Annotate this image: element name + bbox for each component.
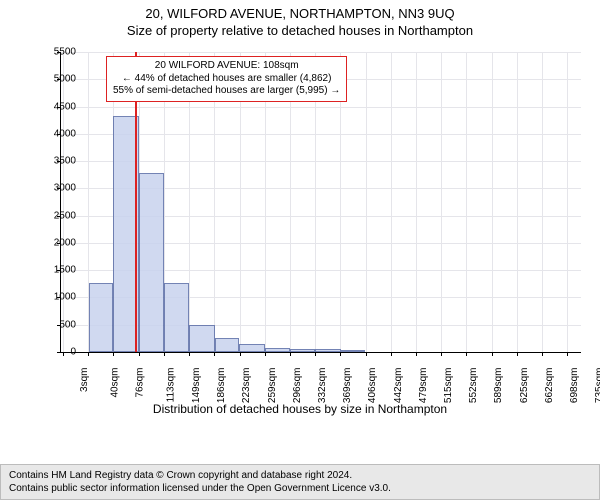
- xtick-label: 332sqm: [317, 368, 328, 404]
- gridline-v: [466, 52, 467, 352]
- gridline-v: [63, 52, 64, 352]
- xtick-mark: [265, 352, 266, 356]
- ytick-label: 1500: [44, 265, 76, 276]
- xtick-label: 186sqm: [216, 368, 227, 404]
- xtick-mark: [441, 352, 442, 356]
- footer-line-1: Contains HM Land Registry data © Crown c…: [9, 469, 591, 482]
- ytick-label: 5500: [44, 47, 76, 58]
- ytick-label: 3000: [44, 183, 76, 194]
- xtick-label: 735sqm: [594, 368, 600, 404]
- xtick-mark: [517, 352, 518, 356]
- footer-licence: Contains HM Land Registry data © Crown c…: [0, 464, 600, 500]
- xtick-mark: [164, 352, 165, 356]
- xtick-mark: [290, 352, 291, 356]
- annotation-box: 20 WILFORD AVENUE: 108sqm← 44% of detach…: [106, 56, 347, 102]
- xtick-label: 149sqm: [191, 368, 202, 404]
- histogram-bar: [265, 348, 290, 352]
- xtick-mark: [567, 352, 568, 356]
- histogram-bar: [215, 338, 240, 352]
- xtick-label: 589sqm: [493, 368, 504, 404]
- histogram-bar: [189, 325, 214, 352]
- histogram-bar: [89, 283, 114, 352]
- xtick-label: 369sqm: [342, 368, 353, 404]
- gridline-v: [416, 52, 417, 352]
- xtick-label: 479sqm: [418, 368, 429, 404]
- histogram-bar: [290, 349, 315, 352]
- xtick-label: 113sqm: [165, 368, 176, 403]
- ytick-label: 1000: [44, 292, 76, 303]
- xtick-label: 515sqm: [443, 368, 454, 404]
- page-subtitle: Size of property relative to detached ho…: [0, 21, 600, 42]
- chart-container: Number of detached properties 20 WILFORD…: [0, 42, 600, 422]
- xtick-mark: [189, 352, 190, 356]
- xtick-label: 40sqm: [110, 368, 121, 398]
- xtick-label: 406sqm: [367, 368, 378, 404]
- xtick-label: 625sqm: [519, 368, 530, 404]
- gridline-v: [441, 52, 442, 352]
- ytick-label: 3500: [44, 156, 76, 167]
- xtick-mark: [88, 352, 89, 356]
- xtick-label: 76sqm: [135, 368, 146, 398]
- xtick-mark: [240, 352, 241, 356]
- annotation-line: ← 44% of detached houses are smaller (4,…: [113, 73, 340, 86]
- gridline-v: [492, 52, 493, 352]
- plot-area: 20 WILFORD AVENUE: 108sqm← 44% of detach…: [60, 52, 581, 353]
- xtick-label: 3sqm: [79, 368, 90, 392]
- ytick-label: 4000: [44, 128, 76, 139]
- xtick-mark: [139, 352, 140, 356]
- gridline-v: [567, 52, 568, 352]
- xtick-label: 552sqm: [468, 368, 479, 404]
- xtick-mark: [113, 352, 114, 356]
- ytick-label: 500: [44, 319, 76, 330]
- xtick-mark: [340, 352, 341, 356]
- xtick-mark: [315, 352, 316, 356]
- gridline-v: [366, 52, 367, 352]
- xtick-mark: [391, 352, 392, 356]
- xtick-mark: [542, 352, 543, 356]
- xtick-label: 259sqm: [267, 368, 278, 404]
- xtick-mark: [214, 352, 215, 356]
- xtick-mark: [492, 352, 493, 356]
- xtick-mark: [366, 352, 367, 356]
- xtick-label: 442sqm: [393, 368, 404, 404]
- xtick-mark: [416, 352, 417, 356]
- annotation-line: 20 WILFORD AVENUE: 108sqm: [113, 60, 340, 73]
- footer-line-2: Contains public sector information licen…: [9, 482, 591, 495]
- xtick-label: 223sqm: [241, 368, 252, 404]
- page-title-address: 20, WILFORD AVENUE, NORTHAMPTON, NN3 9UQ: [0, 0, 600, 21]
- ytick-label: 2000: [44, 237, 76, 248]
- histogram-bar: [139, 173, 164, 352]
- annotation-line: 55% of semi-detached houses are larger (…: [113, 85, 340, 98]
- xtick-label: 662sqm: [544, 368, 555, 404]
- xtick-label: 698sqm: [569, 368, 580, 404]
- ytick-label: 5000: [44, 74, 76, 85]
- gridline-v: [542, 52, 543, 352]
- histogram-bar: [164, 283, 189, 352]
- ytick-label: 2500: [44, 210, 76, 221]
- x-axis-label: Distribution of detached houses by size …: [0, 402, 600, 416]
- histogram-bar: [239, 344, 264, 352]
- ytick-label: 4500: [44, 101, 76, 112]
- xtick-label: 296sqm: [292, 368, 303, 404]
- histogram-bar: [341, 350, 366, 352]
- gridline-v: [391, 52, 392, 352]
- histogram-bar: [315, 349, 340, 352]
- ytick-label: 0: [44, 347, 76, 358]
- gridline-v: [517, 52, 518, 352]
- xtick-mark: [466, 352, 467, 356]
